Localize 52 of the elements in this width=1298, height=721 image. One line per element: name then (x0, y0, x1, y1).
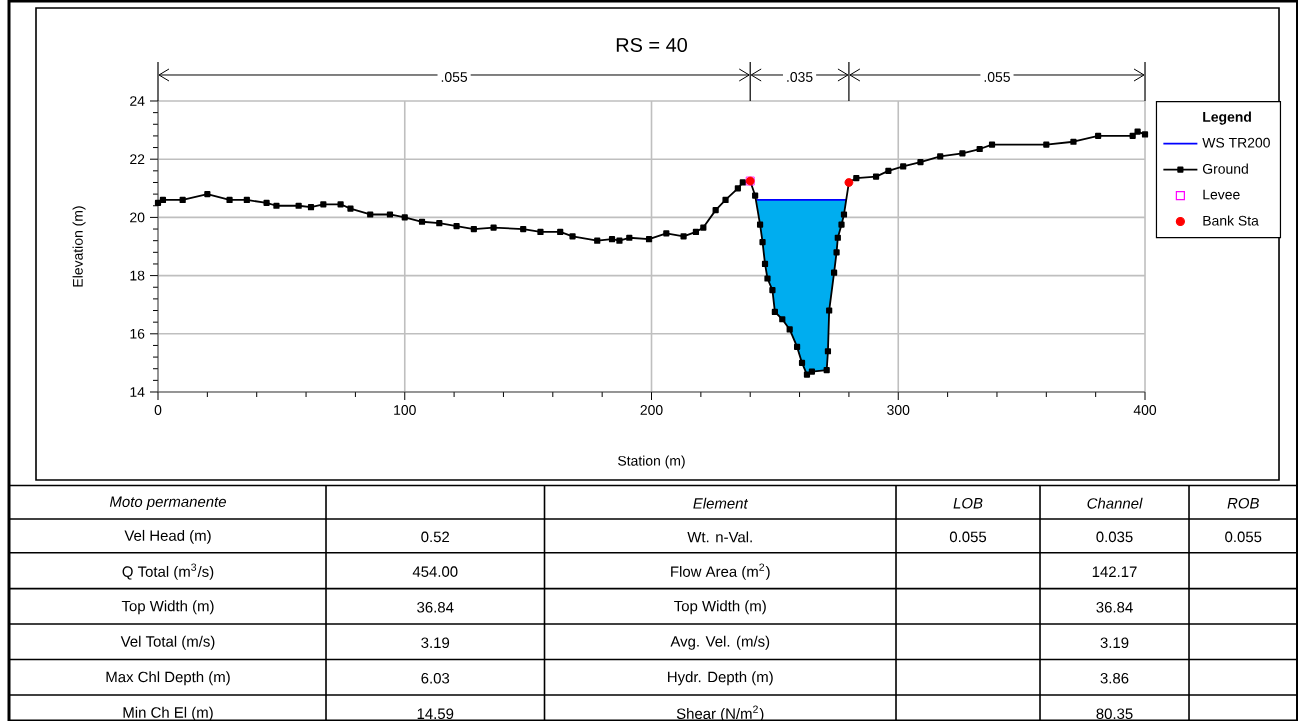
y-axis-title: Elevation (m) (72, 206, 86, 287)
text: Vel Total (m/s) (120, 635, 215, 650)
text: 6.03 (421, 672, 450, 684)
text: .055 (984, 72, 1010, 82)
chart-title: RS = 40 (616, 37, 687, 53)
y-tick-label: 22 (130, 154, 145, 165)
text: 0.055 (1225, 531, 1262, 543)
text: 36.84 (417, 602, 454, 613)
legend-label: Ground (1202, 163, 1248, 174)
text: Flow Area (m$^{2}$) (671, 563, 770, 580)
text: Vel Head (m) (124, 529, 211, 544)
text: Top Width (m) (121, 600, 214, 615)
text: Moto permanente (109, 496, 226, 510)
text: .035 (787, 72, 813, 82)
y-tick-label: 14 (130, 387, 145, 397)
legend-title: Legend (1203, 111, 1251, 125)
y-tick-label: 24 (130, 96, 145, 106)
text: 454.00 (412, 566, 458, 577)
text: 0.52 (421, 531, 450, 543)
text: 0.055 (949, 531, 987, 543)
x-axis-title: Station (m) (618, 455, 685, 469)
legend-label: Bank Sta (1203, 215, 1259, 226)
text: Channel (1087, 497, 1143, 509)
text: Max Chl Depth (m) (106, 671, 230, 686)
text: .055 (441, 72, 468, 82)
text: Hydr. Depth (m) (668, 671, 773, 686)
text: 3.19 (1100, 637, 1129, 649)
text: 14.59 (417, 708, 454, 720)
text: 36.84 (1096, 602, 1133, 613)
text: LOB (953, 497, 983, 509)
text: 3.19 (421, 637, 450, 649)
text: 0.035 (1096, 531, 1133, 543)
text: ROB (1227, 497, 1259, 509)
text: 142.17 (1092, 566, 1137, 577)
x-tick-label: 300 (887, 405, 910, 415)
text: Wt. n-Val. (687, 531, 752, 543)
text: 80.35 (1096, 708, 1133, 720)
text: Q Total (m$^{3}$/s) (122, 563, 214, 580)
x-tick-label: 0 (154, 405, 162, 415)
x-tick-label: 200 (640, 405, 663, 415)
x-tick-label: 100 (394, 405, 416, 415)
text: Min Ch El (m) (123, 706, 213, 721)
y-tick-label: 18 (130, 270, 145, 281)
legend-label: WS TR200 (1202, 137, 1270, 148)
legend-label: Levee (1203, 189, 1240, 200)
y-tick-label: 16 (130, 328, 145, 339)
y-tick-label: 20 (130, 212, 145, 223)
text: Avg. Vel. (m/s) (670, 635, 770, 650)
text: Top Width (m) (674, 600, 766, 615)
text: 3.86 (1100, 672, 1129, 684)
x-tick-label: 400 (1133, 405, 1157, 415)
text: Element (693, 497, 749, 509)
